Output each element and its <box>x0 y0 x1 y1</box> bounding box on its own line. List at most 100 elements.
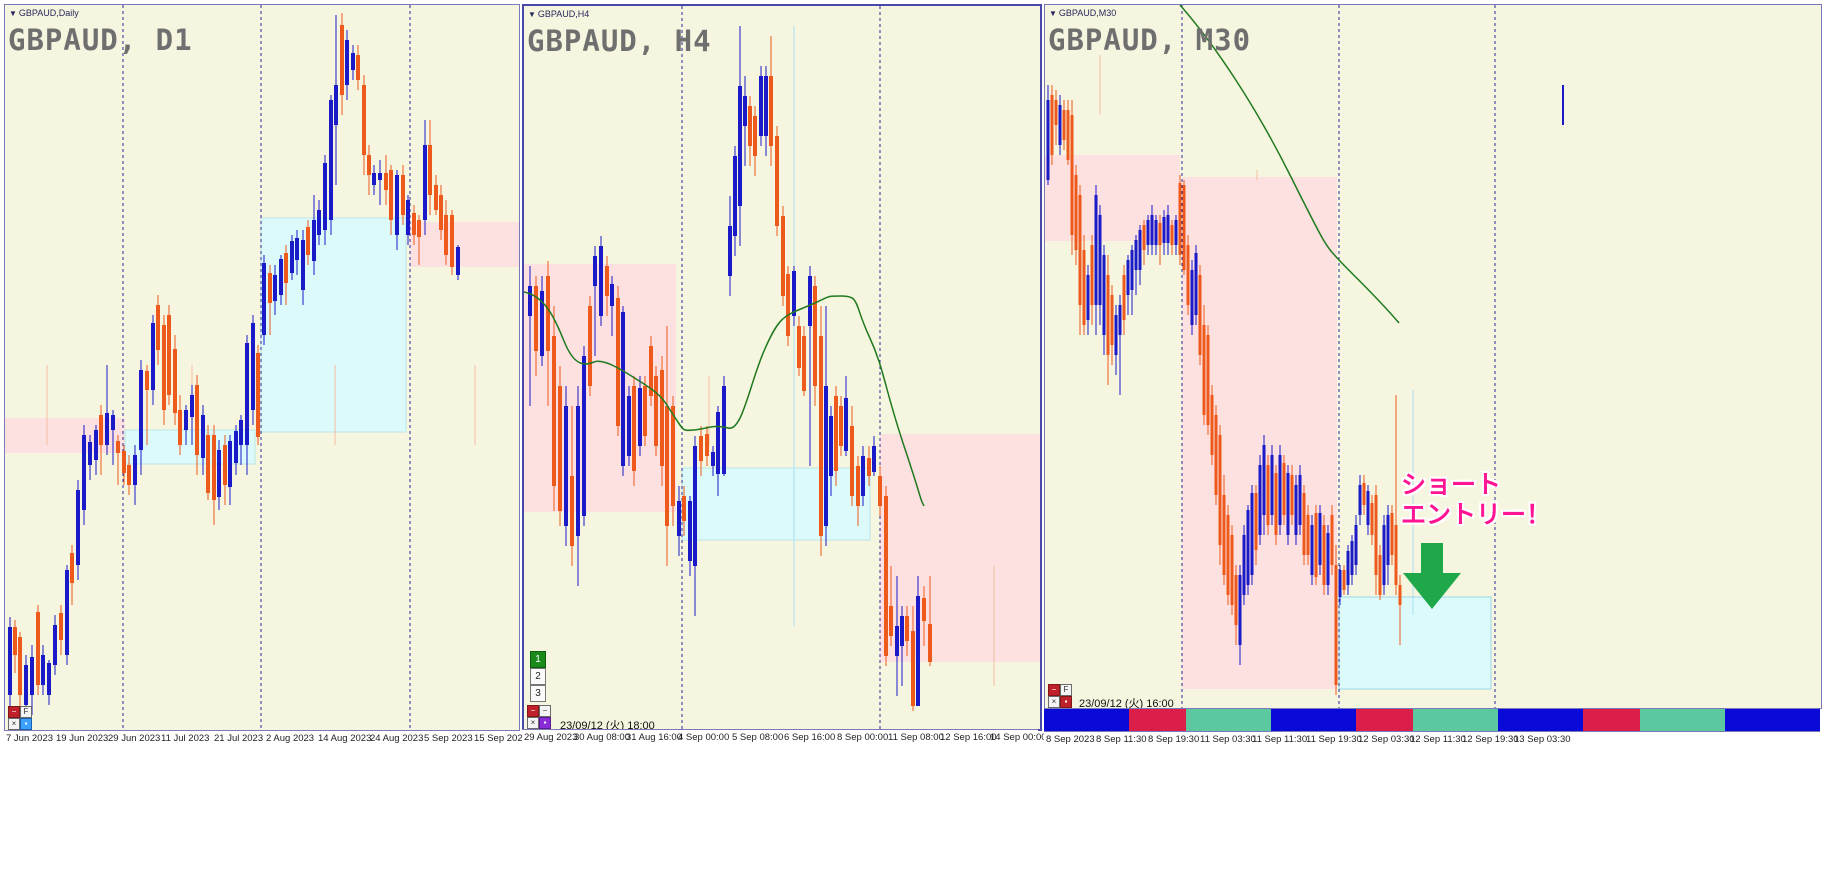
restore-button[interactable]: − <box>539 705 551 717</box>
candle-body <box>867 458 871 476</box>
minimize-button[interactable]: − <box>1048 684 1060 696</box>
candle-body <box>1162 217 1166 243</box>
candle-body <box>564 406 568 526</box>
strength-segment <box>1271 709 1282 731</box>
close-button[interactable]: × <box>8 718 20 730</box>
f-button[interactable]: F <box>1060 684 1072 696</box>
strength-segment <box>1365 709 1376 731</box>
demand-zone <box>260 217 407 433</box>
minimize-button[interactable]: − <box>527 705 539 717</box>
strength-segment <box>1734 709 1745 731</box>
strength-segment <box>1469 709 1480 731</box>
candle-body <box>1074 175 1078 250</box>
candle-body <box>1306 515 1310 555</box>
chart-canvas-m30[interactable] <box>1045 5 1821 708</box>
timeframe-button-2[interactable]: 2 <box>530 668 546 685</box>
chart-area-m30[interactable]: ▼ GBPAUD,M30 GBPAUD, M30 − F × ▪ 23/09/12… <box>1044 4 1822 709</box>
strength-segment <box>1763 709 1774 731</box>
candle-body <box>682 496 686 521</box>
time-tick-label: 29 Aug 2023 <box>524 732 578 743</box>
timeframe-button-3[interactable]: 3 <box>530 685 546 702</box>
close-button[interactable]: × <box>527 717 539 729</box>
candle-body <box>610 284 614 306</box>
candle-body <box>616 298 620 426</box>
candle-body <box>1370 503 1374 535</box>
candle-body <box>312 220 316 261</box>
candle-body <box>223 445 227 485</box>
candle-body <box>301 240 305 290</box>
stop-button[interactable]: ▪ <box>20 718 32 730</box>
chart-canvas-d1[interactable] <box>5 5 519 730</box>
candle-body <box>1206 335 1210 425</box>
candle-body <box>1222 495 1226 575</box>
strength-segment <box>1715 709 1726 731</box>
candle-body <box>1078 195 1082 305</box>
candle-body <box>99 415 103 445</box>
chart-mini-title: ▼ GBPAUD,Daily <box>9 8 79 18</box>
strength-segment <box>1233 709 1244 731</box>
chart-window-h4[interactable]: ▼ GBPAUD,H4 GBPAUD, H4 1 2 3 − − × ▪ 23/0… <box>522 0 1047 873</box>
candle-body <box>872 446 876 472</box>
chart-window-d1[interactable]: ▼ GBPAUD,Daily GBPAUD, D1 − F × ▪ 7 Jun 2… <box>0 0 528 873</box>
candle-body <box>1270 455 1274 515</box>
strength-segment <box>1100 709 1111 731</box>
strength-segment <box>1072 709 1083 731</box>
strength-segment <box>1621 709 1632 731</box>
chart-canvas-h4[interactable] <box>524 6 1040 729</box>
chart-window-m30[interactable]: ▼ GBPAUD,M30 GBPAUD, M30 − F × ▪ 23/09/12… <box>1044 0 1824 873</box>
candle-body <box>36 612 40 685</box>
candle-body <box>660 370 664 466</box>
timeframe-button-1[interactable]: 1 <box>530 651 546 668</box>
chart-area-d1[interactable]: ▼ GBPAUD,Daily GBPAUD, D1 − F × ▪ <box>4 4 520 731</box>
dropdown-triangle-icon[interactable]: ▼ <box>9 9 17 18</box>
candle-body <box>570 476 574 546</box>
candle-body <box>122 451 126 473</box>
candle-body <box>1122 275 1126 320</box>
candle-body <box>1218 435 1222 545</box>
candle-body <box>1330 515 1334 565</box>
dropdown-triangle-icon[interactable]: ▼ <box>1049 9 1057 18</box>
candle-body <box>922 598 926 621</box>
strength-segment <box>1062 709 1073 731</box>
candle-body <box>1238 575 1242 645</box>
chart-area-h4[interactable]: ▼ GBPAUD,H4 GBPAUD, H4 1 2 3 − − × ▪ 23/0… <box>522 4 1042 731</box>
candle-body <box>775 136 779 226</box>
strength-segment <box>1564 709 1575 731</box>
strength-segment <box>1280 709 1291 731</box>
candle-body <box>1230 535 1234 605</box>
candle-body <box>1354 525 1358 565</box>
candle-body <box>819 336 823 536</box>
time-tick-label: 14 Aug 2023 <box>318 733 372 744</box>
candle-body <box>1262 445 1266 515</box>
candle-body <box>1170 225 1174 245</box>
candle-body <box>895 626 899 656</box>
strength-segment <box>1356 709 1367 731</box>
stop-button[interactable]: ▪ <box>539 717 551 729</box>
candle-body <box>1342 570 1346 590</box>
candle-body <box>813 286 817 386</box>
minimize-button[interactable]: − <box>8 706 20 718</box>
currency-strength-bar <box>1044 709 1821 731</box>
mini-title-text: GBPAUD,H4 <box>537 9 590 19</box>
stop-button[interactable]: ▪ <box>1060 696 1072 708</box>
strength-segment <box>1138 709 1149 731</box>
candle-body <box>654 376 658 446</box>
candle-body <box>540 291 544 356</box>
f-button[interactable]: F <box>20 706 32 718</box>
strength-segment <box>1394 709 1405 731</box>
candle-body <box>1350 541 1354 575</box>
dropdown-triangle-icon[interactable]: ▼ <box>528 10 536 19</box>
strength-segment <box>1488 709 1499 731</box>
candle-body <box>417 220 421 237</box>
time-tick-label: 12 Sep 03:30 <box>1358 734 1415 745</box>
supply-zone <box>410 222 519 267</box>
close-button[interactable]: × <box>1048 696 1060 708</box>
candle-body <box>65 570 69 655</box>
strength-segment <box>1744 709 1755 731</box>
time-tick-label: 14 Sep 00:00 <box>990 732 1047 743</box>
candle-body <box>1278 455 1282 525</box>
candle-body <box>792 271 796 316</box>
candle-body <box>693 446 697 566</box>
strength-segment <box>1422 709 1433 731</box>
strength-segment <box>1640 709 1651 731</box>
